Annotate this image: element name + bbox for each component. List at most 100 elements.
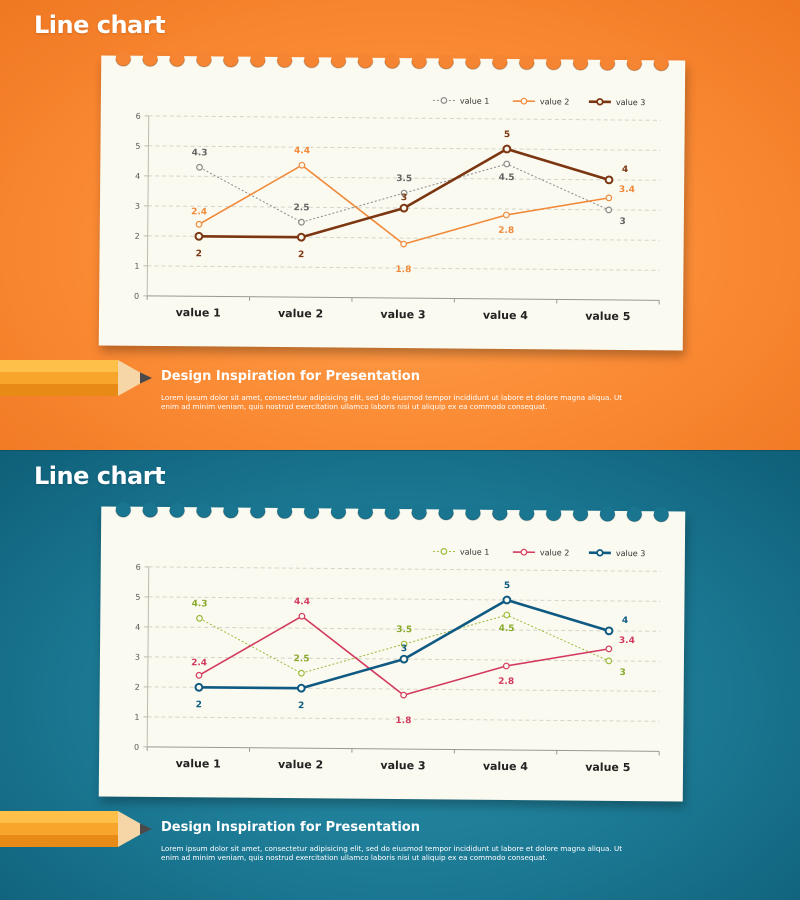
data-point [605, 657, 613, 665]
gridline [148, 115, 661, 121]
data-point [298, 612, 306, 620]
data-label: 3 [619, 217, 625, 227]
spiral-hole [196, 502, 212, 518]
spiral-hole-shadow [330, 511, 347, 520]
data-label: 2.4 [191, 207, 207, 217]
data-label: 3.4 [619, 636, 635, 646]
spiral-hole-shadow [195, 510, 213, 519]
legend-label: value 3 [616, 98, 646, 107]
spiral-hole [384, 504, 400, 520]
spiral-hole [330, 53, 346, 69]
spiral-hole-shadow [142, 58, 159, 67]
data-point [503, 160, 511, 168]
legend-marker [520, 548, 528, 556]
spiral-hole-shadow [303, 60, 320, 69]
legend-marker [440, 548, 448, 555]
pencil-icon [0, 360, 152, 396]
data-point [399, 203, 409, 213]
y-tick-label: 0 [134, 743, 139, 752]
data-label: 5 [504, 581, 510, 591]
spiral-hole [115, 51, 131, 67]
legend-label: value 1 [460, 548, 490, 557]
spiral-hole [169, 502, 185, 518]
spiral-hole [196, 51, 212, 67]
spiral-hole-shadow [357, 511, 374, 520]
spiral-hole [653, 506, 669, 522]
series-line-1 [199, 163, 609, 223]
spiral-hole [653, 55, 669, 71]
data-point [400, 691, 408, 699]
data-point [298, 669, 305, 677]
spiral-hole-shadow [464, 61, 482, 70]
data-point [502, 662, 510, 670]
spiral-hole [304, 503, 320, 519]
gridline [148, 566, 661, 572]
data-point [194, 231, 204, 241]
spiral-hole-shadow [303, 511, 320, 520]
legend-marker [596, 98, 604, 106]
data-label: 4.3 [192, 148, 208, 158]
spiral-hole [115, 502, 131, 518]
spiral-hole [384, 53, 400, 69]
spiral-hole [465, 54, 481, 70]
data-label: 3 [401, 644, 407, 654]
slide-orange: Line chart 0 1 2 3 4 5 6 value 1 value 2 value 3 v… [0, 0, 800, 450]
spiral-hole-shadow [491, 61, 508, 70]
y-tick-label: 1 [134, 262, 139, 271]
x-category-label: value 4 [483, 760, 529, 773]
spiral-hole [142, 502, 158, 518]
x-category-label: value 2 [278, 758, 323, 771]
data-label: 3 [619, 668, 625, 678]
y-tick-label: 0 [134, 292, 139, 301]
spiral-hole-shadow [653, 63, 670, 72]
y-tick-label: 2 [135, 683, 140, 692]
spiral-hole-shadow [437, 61, 455, 70]
legend-label: value 2 [540, 97, 570, 106]
data-point [604, 626, 614, 636]
data-point [196, 163, 203, 171]
y-tick-label: 4 [135, 172, 140, 181]
spiral-hole [465, 505, 481, 521]
gridline [147, 716, 660, 722]
data-point [195, 220, 203, 228]
spiral-hole-shadow [437, 512, 455, 521]
spiral-hole-shadow [384, 511, 401, 521]
data-label: 2 [298, 250, 304, 260]
slide-title: Line chart [34, 11, 166, 39]
spiral-hole [330, 504, 346, 520]
data-label: 2.4 [191, 658, 207, 668]
y-tick-label: 3 [135, 202, 140, 211]
data-point [195, 671, 203, 679]
spiral-hole [142, 51, 158, 67]
data-point [298, 218, 305, 226]
x-category-label: value 1 [176, 757, 221, 770]
slide-subtitle: Design Inspiration for Presentation [161, 369, 420, 384]
slide-body-text: Lorem ipsum dolor sit amet, consectetur … [161, 844, 623, 862]
spiral-hole-shadow [572, 513, 589, 522]
spiral-hole-shadow [411, 61, 428, 70]
spiral-hole [519, 505, 535, 521]
x-axis [147, 746, 660, 752]
spiral-hole [304, 52, 320, 68]
data-point [399, 654, 409, 664]
spiral-hole [411, 504, 427, 520]
data-point [400, 189, 408, 197]
line-chart: 0 1 2 3 4 5 6 value 1 value 2 value 3 value 4 value… [134, 97, 661, 323]
gridline [148, 596, 661, 602]
y-tick-label: 6 [136, 563, 141, 572]
spiral-hole [277, 503, 293, 519]
legend-marker [440, 97, 448, 104]
data-point [605, 206, 613, 214]
slide-title: Line chart [34, 462, 166, 490]
spiral-hole-shadow [464, 512, 482, 521]
spiral-hole [250, 503, 266, 519]
data-point [196, 614, 203, 622]
spiral-hole-shadow [572, 62, 589, 71]
spiral-hole-shadow [599, 513, 616, 522]
data-point [604, 175, 614, 185]
spiral-hole-shadow [249, 59, 266, 68]
x-axis [147, 295, 660, 301]
data-label: 3.5 [396, 625, 412, 635]
data-point [605, 194, 613, 202]
spiral-hole-shadow [330, 60, 347, 69]
